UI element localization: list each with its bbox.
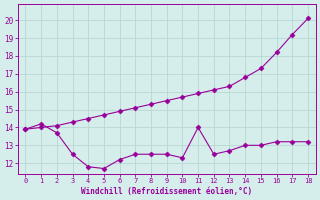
X-axis label: Windchill (Refroidissement éolien,°C): Windchill (Refroidissement éolien,°C) [81,187,252,196]
